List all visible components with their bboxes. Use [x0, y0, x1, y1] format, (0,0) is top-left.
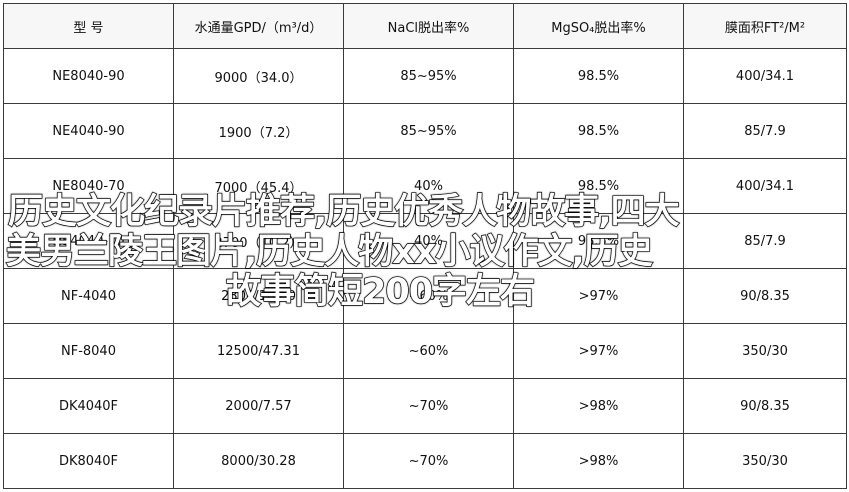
header-water-flux: 水通量GPD/（m³/d） [173, 3, 344, 49]
cell-nacl-rejection: ~60% [343, 323, 514, 379]
membrane-spec-table: 型 号 水通量GPD/（m³/d） NaCl脱出率% MgSO₄脱出率% 膜面积… [3, 3, 847, 489]
cell-mgso4-rejection: >98% [513, 378, 684, 434]
cell-membrane-area: 400/34.1 [683, 158, 847, 214]
cell-membrane-area: 85/7.9 [683, 213, 847, 269]
cell-mgso4-rejection: >98% [513, 433, 684, 489]
cell-nacl-rejection: ~70% [343, 378, 514, 434]
spec-table-container: 型 号 水通量GPD/（m³/d） NaCl脱出率% MgSO₄脱出率% 膜面积… [3, 3, 847, 489]
table-row: NE8040-70 7000（45.4） 40% 98.5% 400/34.1 [3, 158, 847, 214]
cell-model: NE8040-70 [3, 158, 174, 214]
cell-nacl-rejection: 40% [343, 158, 514, 214]
cell-model: NF-8040 [3, 323, 174, 379]
cell-water-flux: 2000/7.57 [173, 378, 344, 434]
table-row: NE8040-90 9000（34.0） 85~95% 98.5% 400/34… [3, 48, 847, 104]
cell-model: NF-4040 [3, 268, 174, 324]
cell-water-flux: 9000（34.0） [173, 48, 344, 104]
cell-water-flux: 8000/30.28 [173, 433, 344, 489]
cell-mgso4-rejection: >97% [513, 268, 684, 324]
cell-model: NE4040-70 [3, 213, 174, 269]
table-row: NE4040-70 2700（10.2） 40% 98.5% 85/7.9 [3, 213, 847, 269]
cell-membrane-area: 85/7.9 [683, 103, 847, 159]
cell-membrane-area: 400/34.1 [683, 48, 847, 104]
table-row: NE4040-90 1900（7.2） 85~95% 98.5% 85/7.9 [3, 103, 847, 159]
cell-nacl-rejection: ~70% [343, 433, 514, 489]
table-header-row: 型 号 水通量GPD/（m³/d） NaCl脱出率% MgSO₄脱出率% 膜面积… [3, 3, 847, 49]
cell-model: DK4040F [3, 378, 174, 434]
overlay-headline-line-3: 故事简短200字左右 [225, 271, 535, 312]
cell-mgso4-rejection: 98.5% [513, 103, 684, 159]
cell-water-flux: 1900（7.2） [173, 103, 344, 159]
table-row: NF-8040 12500/47.31 ~60% >97% 350/30 [3, 323, 847, 379]
cell-mgso4-rejection: 98.5% [513, 48, 684, 104]
cell-membrane-area: 350/30 [683, 433, 847, 489]
header-nacl-rejection: NaCl脱出率% [343, 3, 514, 49]
cell-model: NE4040-90 [3, 103, 174, 159]
cell-membrane-area: 350/30 [683, 323, 847, 379]
header-model: 型 号 [3, 3, 174, 49]
header-mgso4-rejection: MgSO₄脱出率% [513, 3, 684, 49]
cell-nacl-rejection: 85~95% [343, 103, 514, 159]
overlay-headline-line-2: 美男兰陵王图片,历史人物xx小议作文,历史 [5, 231, 653, 272]
table-row: DK8040F 8000/30.28 ~70% >98% 350/30 [3, 433, 847, 489]
cell-nacl-rejection: 85~95% [343, 48, 514, 104]
cell-water-flux: 2300/10.80 [173, 268, 344, 324]
table-row: DK4040F 2000/7.57 ~70% >98% 90/8.35 [3, 378, 847, 434]
cell-model: NE8040-90 [3, 48, 174, 104]
overlay-headline-line-1: 历史文化纪录片推荐,历史优秀人物故事,四大 [7, 191, 680, 232]
cell-model: DK8040F [3, 433, 174, 489]
header-membrane-area: 膜面积FT²/M² [683, 3, 847, 49]
cell-membrane-area: 90/8.35 [683, 378, 847, 434]
cell-mgso4-rejection: >97% [513, 323, 684, 379]
cell-water-flux: 12500/47.31 [173, 323, 344, 379]
overlay-headline: 历史文化纪录片推荐,历史优秀人物故事,四大 美男兰陵王图片,历史人物xx小议作文… [0, 191, 849, 312]
